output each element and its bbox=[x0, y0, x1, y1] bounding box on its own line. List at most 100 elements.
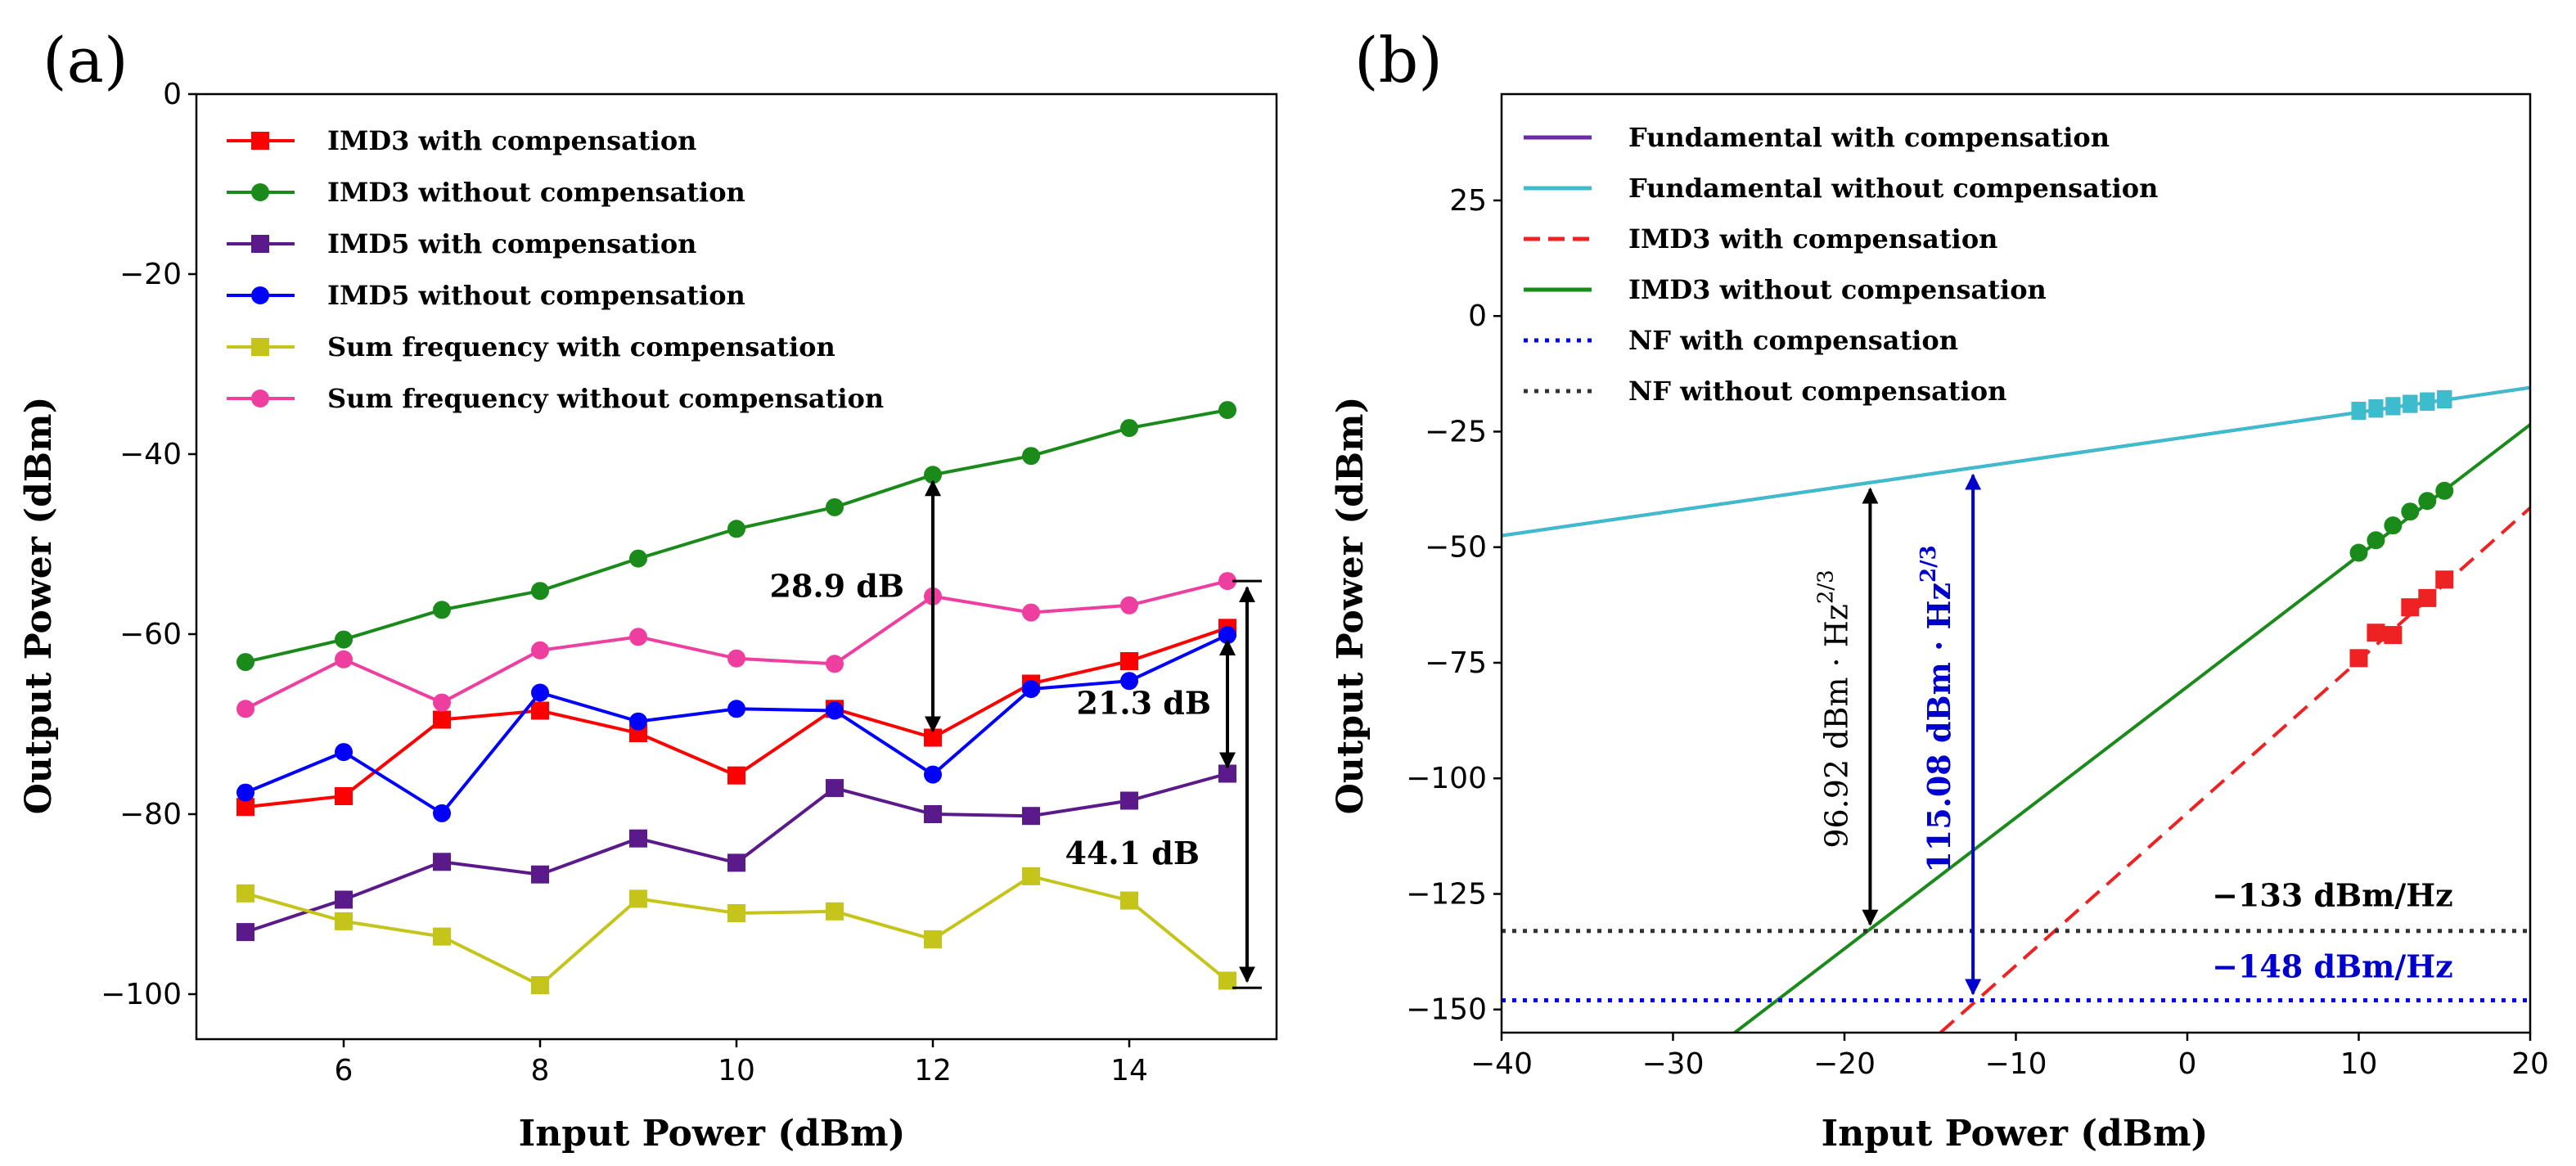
y-tick-label: −60 bbox=[119, 618, 182, 651]
y-tick-label: −125 bbox=[1406, 877, 1487, 911]
data-point bbox=[2385, 397, 2401, 416]
x-tick-label: 8 bbox=[531, 1054, 550, 1087]
data-point bbox=[1218, 971, 1236, 990]
data-point bbox=[433, 927, 451, 946]
data-point bbox=[2435, 570, 2454, 589]
legend-swatch-marker bbox=[251, 235, 269, 253]
data-point bbox=[531, 865, 549, 884]
data-point bbox=[727, 649, 745, 668]
panel-a-label: (a) bbox=[43, 24, 128, 97]
data-point bbox=[2367, 531, 2385, 550]
annotation-label-main: 115.08 dBm · Hz bbox=[1921, 583, 1957, 873]
data-point bbox=[531, 701, 549, 720]
x-tick-label: 10 bbox=[718, 1054, 755, 1087]
data-point bbox=[236, 884, 254, 903]
legend-label: IMD5 without compensation bbox=[327, 280, 745, 311]
data-point bbox=[826, 902, 844, 921]
data-point bbox=[924, 466, 942, 484]
y-tick-label: −20 bbox=[119, 258, 182, 291]
data-point bbox=[2384, 516, 2403, 535]
data-point bbox=[433, 710, 451, 729]
data-point bbox=[335, 650, 353, 669]
data-point bbox=[924, 805, 942, 823]
data-point bbox=[2401, 598, 2420, 617]
data-point bbox=[236, 923, 254, 942]
y-tick-label: −80 bbox=[119, 798, 182, 831]
y-tick-label: −50 bbox=[1425, 531, 1487, 565]
legend-label: Fundamental with compensation bbox=[1628, 122, 2110, 153]
panel-a-ylabel: Output Power (dBm) bbox=[18, 397, 60, 815]
x-tick-label: 6 bbox=[335, 1054, 354, 1087]
legend-label: Sum frequency with compensation bbox=[327, 331, 835, 362]
legend-label: IMD5 with compensation bbox=[327, 228, 696, 259]
legend-label: IMD3 with compensation bbox=[327, 125, 696, 156]
data-point bbox=[1022, 603, 1040, 622]
y-tick-label: 0 bbox=[163, 78, 182, 111]
x-tick-label: −20 bbox=[1813, 1047, 1876, 1081]
data-point bbox=[335, 630, 353, 649]
legend-label: IMD3 without compensation bbox=[327, 177, 745, 208]
panel-b-series bbox=[1502, 385, 2530, 1033]
data-point bbox=[2401, 502, 2420, 521]
y-tick-label: −100 bbox=[1406, 762, 1487, 795]
legend-swatch-marker bbox=[251, 183, 269, 201]
annotation-label-sup: 2/3 bbox=[1916, 545, 1941, 583]
data-point bbox=[727, 520, 745, 538]
x-tick-label: −30 bbox=[1642, 1047, 1705, 1081]
data-point bbox=[2367, 624, 2385, 642]
y-tick-label: 0 bbox=[1468, 299, 1487, 333]
y-tick-label: −75 bbox=[1425, 646, 1487, 680]
data-point bbox=[433, 693, 451, 712]
data-point bbox=[826, 779, 844, 798]
annotation-label: 21.3 dB bbox=[1077, 685, 1211, 722]
data-point bbox=[2420, 392, 2435, 411]
x-tick-label: 0 bbox=[2178, 1047, 2197, 1081]
data-point bbox=[1022, 447, 1040, 466]
data-point bbox=[727, 700, 745, 718]
data-point bbox=[531, 641, 549, 660]
annotation-label: −133 dBm/Hz bbox=[2212, 877, 2453, 914]
panel-b-plot: −40 −30 −20 −10 0 10 20250−25−50−75−100−125−15… bbox=[1406, 92, 2549, 1081]
data-point bbox=[1022, 807, 1040, 826]
data-point bbox=[2349, 649, 2368, 668]
data-point bbox=[1120, 652, 1138, 670]
x-tick-label: −40 bbox=[1470, 1047, 1533, 1081]
data-point bbox=[2418, 492, 2437, 511]
panel-a-xlabel: Input Power (dBm) bbox=[519, 1113, 906, 1155]
data-point bbox=[629, 712, 647, 731]
data-point bbox=[924, 728, 942, 747]
data-point bbox=[727, 766, 745, 785]
data-point bbox=[236, 653, 254, 672]
legend-swatch-marker bbox=[251, 338, 269, 356]
legend-label: IMD3 without compensation bbox=[1628, 274, 2047, 305]
annotation-label-sup: 2/3 bbox=[1813, 569, 1838, 604]
data-point bbox=[629, 889, 647, 908]
legend-label: Fundamental without compensation bbox=[1628, 173, 2158, 204]
annotation-label: 28.9 dB bbox=[770, 568, 904, 605]
data-point bbox=[236, 700, 254, 718]
data-point bbox=[335, 912, 353, 930]
data-point bbox=[826, 701, 844, 720]
panel-b-ylabel: Output Power (dBm) bbox=[1330, 397, 1371, 815]
data-point bbox=[629, 829, 647, 848]
data-point bbox=[1022, 680, 1040, 699]
x-tick-label: −10 bbox=[1985, 1047, 2047, 1081]
data-point bbox=[2403, 394, 2418, 413]
data-point bbox=[1218, 572, 1236, 591]
data-point bbox=[531, 683, 549, 702]
data-point bbox=[826, 655, 844, 673]
data-point bbox=[531, 582, 549, 601]
data-point bbox=[2368, 399, 2384, 418]
legend-swatch-marker bbox=[251, 389, 269, 407]
annotation-label-main: 96.92 dBm · Hz bbox=[1818, 604, 1854, 849]
legend-label: NF without compensation bbox=[1628, 376, 2006, 407]
data-point bbox=[1120, 672, 1138, 691]
x-tick-label: 10 bbox=[2340, 1047, 2378, 1081]
data-point bbox=[1218, 401, 1236, 420]
legend-label: IMD3 with compensation bbox=[1628, 223, 1997, 254]
y-tick-label: −40 bbox=[119, 438, 182, 471]
data-point bbox=[2435, 481, 2454, 500]
y-tick-label: −25 bbox=[1425, 415, 1487, 448]
x-tick-label: 12 bbox=[914, 1054, 952, 1087]
x-tick-label: 14 bbox=[1110, 1054, 1148, 1087]
